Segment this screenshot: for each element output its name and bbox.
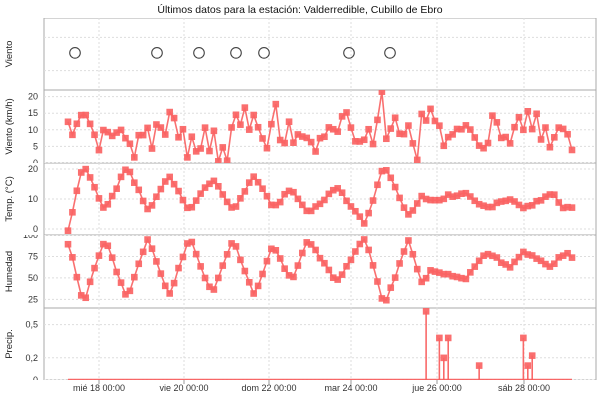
svg-text:20: 20 [28,92,38,102]
svg-text:Viento (km/h): Viento (km/h) [4,98,15,154]
svg-text:Temp. (°C): Temp. (°C) [4,176,15,222]
svg-text:20: 20 [28,164,38,174]
svg-text:10: 10 [28,125,38,135]
svg-text:Viento: Viento [4,41,15,68]
svg-text:0,2: 0,2 [25,353,38,363]
svg-text:25: 25 [28,294,38,304]
svg-text:Humedad: Humedad [4,251,15,292]
svg-text:10: 10 [28,194,38,204]
svg-text:5: 5 [33,141,38,151]
svg-text:Precip.: Precip. [4,329,15,359]
svg-text:100: 100 [23,235,38,240]
svg-text:0,5: 0,5 [25,320,38,330]
svg-text:0: 0 [33,224,38,234]
svg-text:50: 50 [28,273,38,283]
svg-text:75: 75 [28,252,38,262]
svg-text:15: 15 [28,108,38,118]
